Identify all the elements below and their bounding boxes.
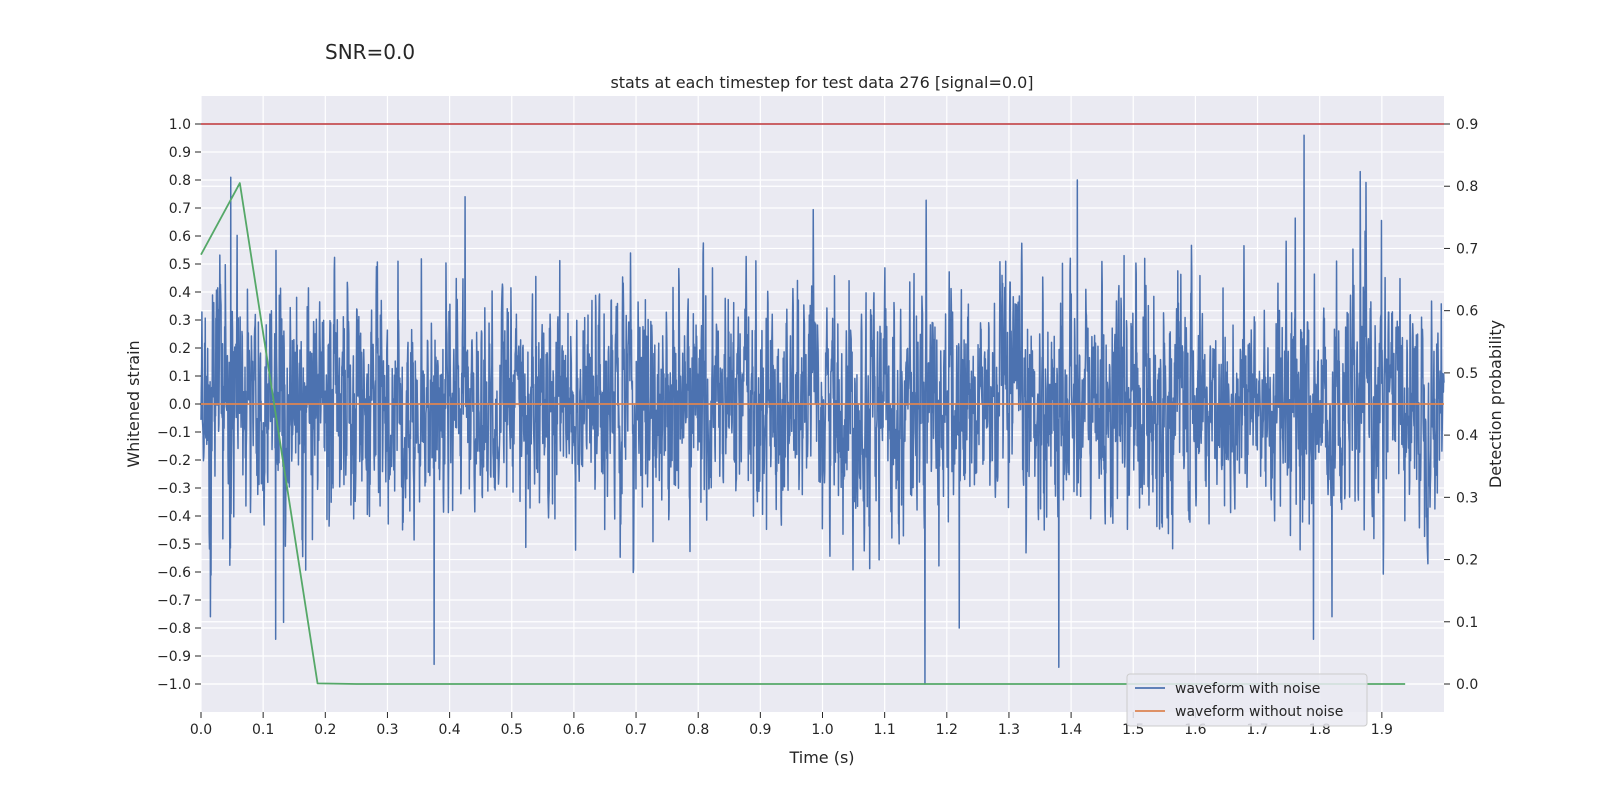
- y-tick-label-left: 0.9: [169, 145, 191, 161]
- axes: 0.0 0.1 0.2 0.3 0.4 0.5 0.6 0.7 0.8 0.9 1.0 1.1 1.2 1…: [157, 117, 1478, 738]
- x-tick-label: 0.8: [687, 722, 709, 738]
- y-tick-label-left: 0.4: [169, 285, 191, 301]
- series-layer: [200, 123, 1445, 685]
- y-tick-label-right: 0.1: [1456, 615, 1478, 631]
- legend-entry-label: waveform with noise: [1175, 681, 1320, 697]
- y-tick-label-right: 0.7: [1456, 241, 1478, 257]
- chart-title: stats at each timestep for test data 276…: [610, 73, 1033, 92]
- y-tick-label-right: 0.8: [1456, 179, 1478, 195]
- legend-box: [1126, 673, 1368, 727]
- x-tick-label: 0.6: [563, 722, 585, 738]
- x-tick-label: 0.5: [501, 722, 523, 738]
- x-tick-label: 0.0: [190, 722, 212, 738]
- x-tick-label: 1.1: [874, 722, 896, 738]
- y-tick-label-left: 0.0: [169, 397, 191, 413]
- y-tick-label-left: 0.8: [169, 173, 191, 189]
- x-tick-label: 1.9: [1371, 722, 1393, 738]
- x-tick-label: 1.2: [936, 722, 958, 738]
- y-axis-label-left: Whitened strain: [124, 340, 143, 467]
- x-tick-label: 1.4: [1060, 722, 1082, 738]
- x-tick-label: 0.7: [625, 722, 647, 738]
- x-tick-label: 0.9: [749, 722, 771, 738]
- legend-entry-label: waveform without noise: [1175, 704, 1343, 720]
- y-tick-label-right: 0.9: [1456, 117, 1478, 133]
- series-line-waveform-with-noise: [200, 134, 1445, 685]
- y-tick-label-right: 0.2: [1456, 553, 1478, 569]
- y-tick-label-left: −0.3: [157, 481, 191, 497]
- y-tick-label-left: 0.7: [169, 201, 191, 217]
- x-tick-label: 0.3: [376, 722, 398, 738]
- y-tick-label-right: 0.0: [1456, 677, 1478, 693]
- series-line-detection-probability: [200, 182, 1406, 685]
- y-tick-label-left: −0.9: [157, 649, 191, 665]
- x-axis-label: Time (s): [788, 748, 854, 767]
- y-axis-label-right: Detection probability: [1486, 320, 1505, 488]
- y-tick-label-left: 0.5: [169, 257, 191, 273]
- y-tick-label-right: 0.4: [1456, 428, 1478, 444]
- y-tick-label-left: 0.2: [169, 341, 191, 357]
- x-tick-label: 0.2: [314, 722, 336, 738]
- y-tick-label-right: 0.3: [1456, 490, 1478, 506]
- x-tick-label: 1.0: [811, 722, 833, 738]
- x-tick-label: 1.3: [998, 722, 1020, 738]
- y-tick-label-right: 0.5: [1456, 366, 1478, 382]
- y-tick-label-left: 0.6: [169, 229, 191, 245]
- y-tick-label-left: 0.1: [169, 369, 191, 385]
- y-tick-label-left: −0.2: [157, 453, 191, 469]
- snr-label: SNR=0.0: [325, 40, 416, 64]
- y-tick-label-left: −0.5: [157, 537, 191, 553]
- y-tick-label-left: −0.4: [157, 509, 191, 525]
- x-tick-label: 0.4: [438, 722, 460, 738]
- y-tick-label-left: −0.7: [157, 593, 191, 609]
- y-tick-label-left: −0.1: [157, 425, 191, 441]
- y-tick-label-left: −1.0: [157, 677, 191, 693]
- legend: waveform with noise waveform without nois…: [1126, 673, 1368, 727]
- y-tick-label-left: −0.8: [157, 621, 191, 637]
- y-tick-label-left: 0.3: [169, 313, 191, 329]
- y-tick-label-left: 1.0: [169, 117, 191, 133]
- y-tick-label-right: 0.6: [1456, 304, 1478, 320]
- y-tick-label-left: −0.6: [157, 565, 191, 581]
- x-tick-label: 0.1: [252, 722, 274, 738]
